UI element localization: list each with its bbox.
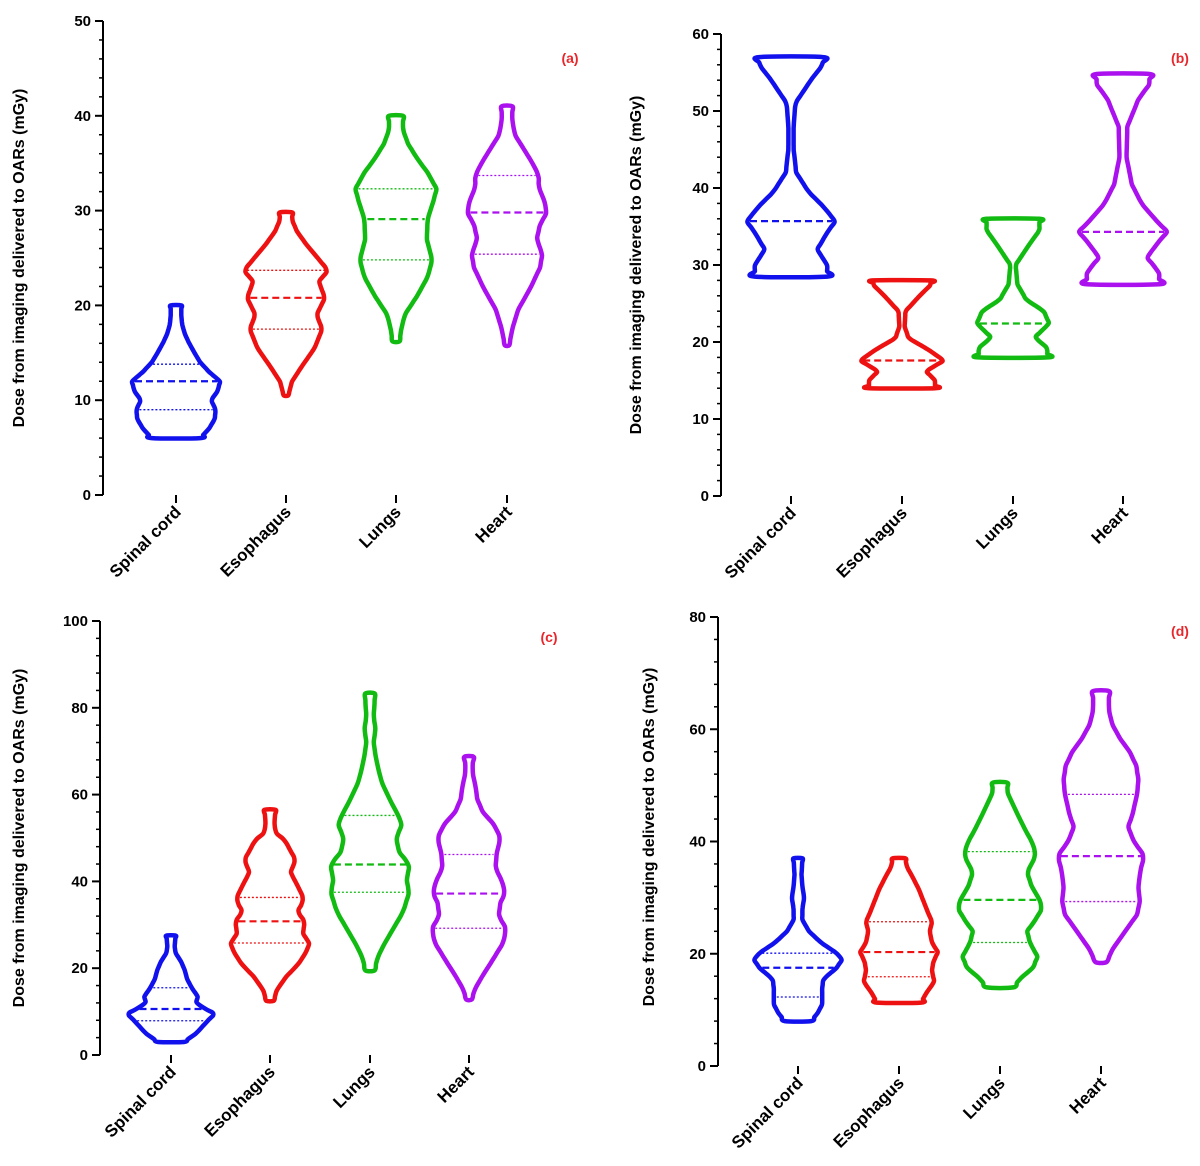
violin-4 <box>1076 71 1170 288</box>
violin-outline <box>465 103 549 349</box>
y-tick-label: 0 <box>83 487 91 504</box>
violin-2 <box>858 855 940 1006</box>
y-tick-label: 40 <box>692 180 709 197</box>
y-tick-label: 20 <box>692 334 709 351</box>
y-axis-title: Dose from imaging delivered to OARs (mGy… <box>628 96 645 435</box>
violin-3 <box>971 216 1055 361</box>
x-category-label: Esophagus <box>830 1073 908 1151</box>
violin-outline <box>129 302 223 441</box>
violin-outline <box>858 855 940 1006</box>
violin-3 <box>353 112 439 345</box>
violin-4 <box>430 753 508 1003</box>
y-axis-title: Dose from imaging delivered to OARs (mGy… <box>11 89 28 428</box>
x-category-label: Heart <box>1088 503 1132 547</box>
violin-2 <box>228 806 312 1004</box>
x-category-label: Esophagus <box>201 1062 279 1140</box>
violin-3 <box>328 690 412 974</box>
violin-outline <box>126 933 216 1045</box>
y-tick-label: 60 <box>71 787 88 804</box>
x-category-label: Lungs <box>355 502 404 551</box>
x-category-label: Spinal cord <box>721 503 800 582</box>
x-category-label: Heart <box>434 1062 478 1106</box>
violin-outline <box>243 209 329 399</box>
x-category-label: Esophagus <box>217 502 295 580</box>
y-tick-label: 0 <box>701 488 709 505</box>
violin-chart-2: 0 10 20 30 40 50 60 Dose from imaging delivered… <box>628 26 1189 582</box>
y-tick-label: 60 <box>689 721 706 738</box>
y-tick-label: 100 <box>63 613 88 630</box>
y-tick-label: 10 <box>74 392 91 409</box>
y-tick-label: 20 <box>71 960 88 977</box>
violin-outline <box>228 806 312 1004</box>
violin-outline <box>859 277 945 391</box>
x-category-label: Lungs <box>959 1073 1008 1122</box>
x-category-label: Heart <box>472 502 516 546</box>
y-tick-label: 50 <box>692 103 709 120</box>
violin-2 <box>243 209 329 399</box>
violin-outline <box>752 855 844 1024</box>
x-category-label: Spinal cord <box>728 1073 807 1152</box>
violin-outline <box>745 54 837 280</box>
y-tick-label: 20 <box>689 946 706 963</box>
violin-chart-3: 0 20 40 60 80 100 Dose from imaging delivered … <box>11 613 558 1141</box>
y-tick-label: 50 <box>74 13 91 30</box>
x-category-label: Heart <box>1066 1073 1110 1117</box>
y-tick-label: 40 <box>71 873 88 890</box>
y-tick-label: 0 <box>698 1058 706 1075</box>
y-tick-label: 40 <box>689 834 706 851</box>
y-tick-label: 80 <box>71 700 88 717</box>
x-category-label: Spinal cord <box>101 1062 180 1141</box>
violin-2 <box>859 277 945 391</box>
violin-outline <box>353 112 439 345</box>
y-tick-label: 20 <box>74 297 91 314</box>
y-tick-label: 0 <box>80 1047 88 1064</box>
y-tick-label: 30 <box>74 203 91 220</box>
violin-3 <box>956 779 1044 991</box>
violin-1 <box>745 54 837 280</box>
violin-4 <box>465 103 549 349</box>
violin-chart-1: 0 10 20 30 40 50 Dose from imaging delivered t… <box>11 13 579 581</box>
y-tick-label: 30 <box>692 257 709 274</box>
y-tick-label: 40 <box>74 108 91 125</box>
panel-label: (c) <box>540 629 557 645</box>
violin-outline <box>430 753 508 1003</box>
x-category-label: Lungs <box>329 1062 378 1111</box>
x-category-label: Spinal cord <box>106 502 185 581</box>
violin-outline <box>971 216 1055 361</box>
y-tick-label: 80 <box>689 609 706 626</box>
y-tick-label: 60 <box>692 26 709 43</box>
x-category-label: Esophagus <box>833 503 911 581</box>
violin-outline <box>1056 688 1146 966</box>
violin-outline <box>1076 71 1170 288</box>
violin-1 <box>129 302 223 441</box>
chart-panels: 0 10 20 30 40 50 Dose from imaging delivered t… <box>11 13 1189 1152</box>
x-category-label: Lungs <box>972 503 1021 552</box>
y-axis-title: Dose from imaging delivered to OARs (mGy… <box>11 669 28 1008</box>
panel-label: (a) <box>561 50 578 66</box>
y-axis-title: Dose from imaging delivered to OARs (mGy… <box>641 668 658 1007</box>
violin-outline <box>956 779 1044 991</box>
panel-label: (b) <box>1171 50 1189 66</box>
violin-1 <box>752 855 844 1024</box>
violin-outline <box>328 690 412 974</box>
violin-1 <box>126 933 216 1045</box>
panel-label: (d) <box>1171 623 1189 639</box>
y-tick-label: 10 <box>692 411 709 428</box>
violin-chart-4: 0 20 40 60 80 Dose from imaging delivered to … <box>641 609 1189 1152</box>
violin-4 <box>1056 688 1146 966</box>
